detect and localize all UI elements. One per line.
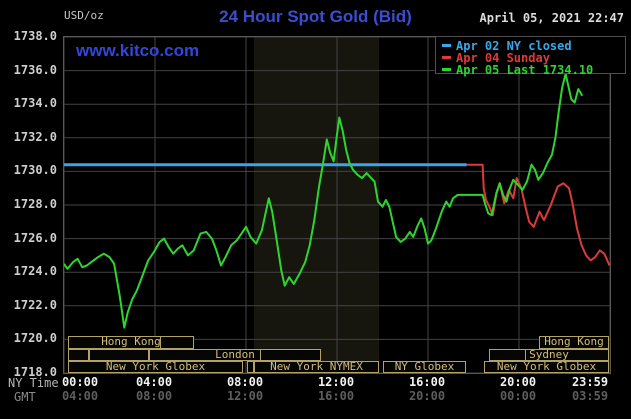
session-box-ny-globex: NY Globex bbox=[383, 361, 466, 373]
ny-time-tick-label: 12:00 bbox=[317, 375, 355, 389]
legend-dash-icon bbox=[442, 68, 451, 71]
session-box-hong-kong: Hong Kong bbox=[539, 336, 609, 349]
legend-dash-icon bbox=[442, 44, 451, 47]
y-axis-unit-label: USD/oz bbox=[64, 9, 104, 22]
session-box-london: London bbox=[149, 349, 321, 361]
datetime-label: April 05, 2021 22:47 bbox=[479, 11, 625, 25]
session-label: New York NYMEX bbox=[270, 360, 363, 373]
y-tick-label: 1720.0 bbox=[13, 331, 57, 346]
session-label: Sydney bbox=[529, 348, 569, 361]
session-box-divider bbox=[260, 350, 261, 360]
session-box-divider bbox=[525, 350, 526, 360]
chart-title: 24 Hour Spot Gold (Bid) bbox=[219, 7, 412, 26]
session-box-new-york-globex: New York Globex bbox=[484, 361, 609, 373]
legend-label: Apr 05 Last 1734.10 bbox=[456, 63, 594, 77]
gmt-tick-label: 08:00 bbox=[135, 389, 173, 403]
session-label: NY Globex bbox=[394, 360, 455, 373]
session-box-new-york-globex: New York Globex bbox=[68, 361, 243, 373]
plot-area: Hong Kong Hong Kong London Sydney New York G… bbox=[63, 36, 611, 374]
session-label: New York Globex bbox=[496, 360, 597, 373]
legend-label: Apr 04 Sunday bbox=[456, 51, 550, 65]
session-box-new-york-nymex: New York NYMEX bbox=[254, 361, 379, 373]
gmt-tick-label: 20:00 bbox=[408, 389, 446, 403]
gmt-tick-label: 12:00 bbox=[226, 389, 264, 403]
y-tick-label: 1718.0 bbox=[13, 365, 57, 379]
legend-item: Apr 05 Last 1734.10 bbox=[442, 63, 594, 77]
session-box bbox=[68, 349, 89, 361]
series-line-apr-05 bbox=[64, 73, 584, 329]
y-tick-label: 1736.0 bbox=[13, 62, 57, 77]
gmt-tick-label: 03:59 bbox=[571, 389, 609, 403]
session-box bbox=[247, 361, 254, 373]
legend-item: Apr 04 Sunday bbox=[442, 51, 550, 65]
ny-time-tick-label: 04:00 bbox=[135, 375, 173, 389]
y-tick-label: 1728.0 bbox=[13, 197, 57, 211]
legend-item: Apr 02 NY closed bbox=[442, 39, 572, 53]
session-label: New York Globex bbox=[105, 360, 206, 373]
y-tick-label: 1738.0 bbox=[13, 29, 57, 43]
ny-time-tick-label: 08:00 bbox=[226, 375, 264, 389]
legend-dash-icon bbox=[442, 56, 451, 59]
ny-time-tick-label: 20:00 bbox=[499, 375, 537, 389]
y-tick-label: 1726.0 bbox=[13, 230, 57, 245]
gmt-tick-label: 04:00 bbox=[61, 389, 99, 403]
session-label: Hong Kong bbox=[101, 335, 161, 348]
y-tick-label: 1730.0 bbox=[13, 163, 57, 178]
session-box-sydney: Sydney bbox=[489, 349, 609, 361]
y-tick-label: 1734.0 bbox=[13, 96, 57, 111]
legend-label: Apr 02 NY closed bbox=[456, 39, 572, 53]
session-label: London bbox=[215, 348, 255, 361]
session-box-hong-kong: Hong Kong bbox=[68, 336, 194, 349]
gmt-tick-label: 16:00 bbox=[317, 389, 355, 403]
y-tick-label: 1722.0 bbox=[13, 297, 57, 312]
session-box-divider bbox=[160, 337, 161, 348]
ny-time-tick-label: 00:00 bbox=[61, 375, 99, 389]
ny-time-tick-label: 16:00 bbox=[408, 375, 446, 389]
chart-canvas bbox=[64, 37, 610, 373]
ny-time-row-label: NY Time bbox=[8, 376, 59, 390]
session-box bbox=[89, 349, 149, 361]
y-tick-label: 1732.0 bbox=[13, 129, 57, 144]
y-tick-label: 1724.0 bbox=[13, 264, 57, 279]
session-label: Hong Kong bbox=[544, 335, 604, 348]
chart-legend: Apr 02 NY closed Apr 04 Sunday Apr 05 Last… bbox=[435, 36, 626, 77]
kitco-watermark-link[interactable]: www.kitco.com bbox=[76, 41, 200, 60]
ny-time-tick-label: 23:59 bbox=[571, 375, 609, 389]
gmt-row-label: GMT bbox=[14, 390, 36, 404]
gmt-tick-label: 00:00 bbox=[499, 389, 537, 403]
